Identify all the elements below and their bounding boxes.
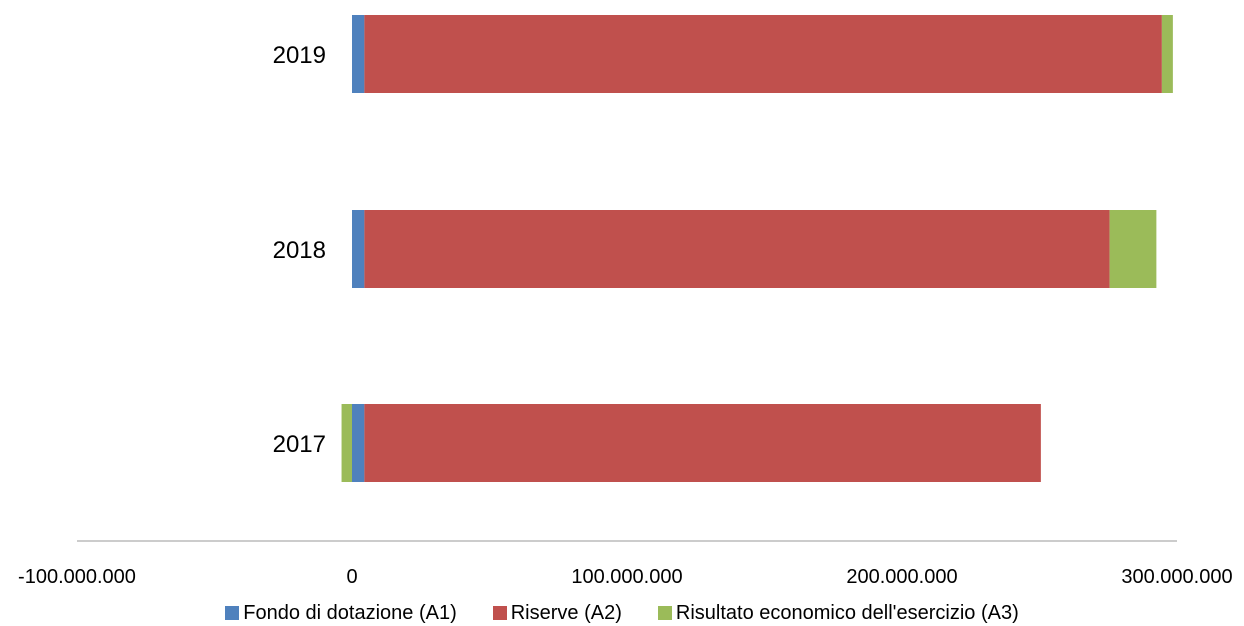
bar-2019-series-3 bbox=[1161, 15, 1173, 93]
x-tick-labels: -100.000.000 0 100.000.000 200.000.000 300.0… bbox=[18, 566, 1233, 588]
legend-label: Risultato economico dell'esercizio (A3) bbox=[675, 601, 1019, 624]
bar-2018-series-3 bbox=[1109, 210, 1157, 288]
category-label-2019: 2019 bbox=[273, 42, 326, 69]
category-label-2017: 2017 bbox=[273, 431, 326, 458]
legend-label: Riserve (A2) bbox=[510, 601, 622, 624]
legend-item-2: Riserve (A2) bbox=[492, 601, 622, 625]
bar-2019-series-1 bbox=[352, 15, 365, 93]
bar-2018-series-1 bbox=[352, 210, 365, 288]
legend-swatch bbox=[225, 606, 240, 620]
legend-swatch bbox=[492, 606, 507, 620]
legend-item-3: Risultato economico dell'esercizio (A3) bbox=[657, 601, 1019, 625]
legend-label: Fondo di dotazione (A1) bbox=[243, 601, 457, 624]
bar-2017-series-2 bbox=[364, 404, 1041, 482]
bar-2018-series-2 bbox=[364, 210, 1110, 288]
bar-2017-series-1 bbox=[352, 404, 365, 482]
x-tick-label: 300.000.000 bbox=[1121, 566, 1232, 588]
x-tick-label: 0 bbox=[346, 566, 357, 588]
bar-2017-series-3 bbox=[341, 404, 352, 482]
legend-item-1: Fondo di dotazione (A1) bbox=[225, 601, 457, 625]
x-tick-label: 200.000.000 bbox=[846, 566, 957, 588]
x-tick-label: 100.000.000 bbox=[571, 566, 682, 588]
bar-2019-series-2 bbox=[364, 15, 1162, 93]
category-labels: 2019 2018 2017 bbox=[273, 42, 326, 458]
legend-swatch bbox=[657, 606, 672, 620]
legend: Fondo di dotazione (A1) Riserve (A2) Risul… bbox=[0, 600, 1244, 626]
bars-group bbox=[341, 15, 1173, 482]
stacked-bar-chart: 2019 2018 2017 -100.000.000 0 100.000.000 200… bbox=[18, 15, 1233, 588]
x-tick-label: -100.000.000 bbox=[18, 566, 136, 588]
category-label-2018: 2018 bbox=[273, 237, 326, 264]
